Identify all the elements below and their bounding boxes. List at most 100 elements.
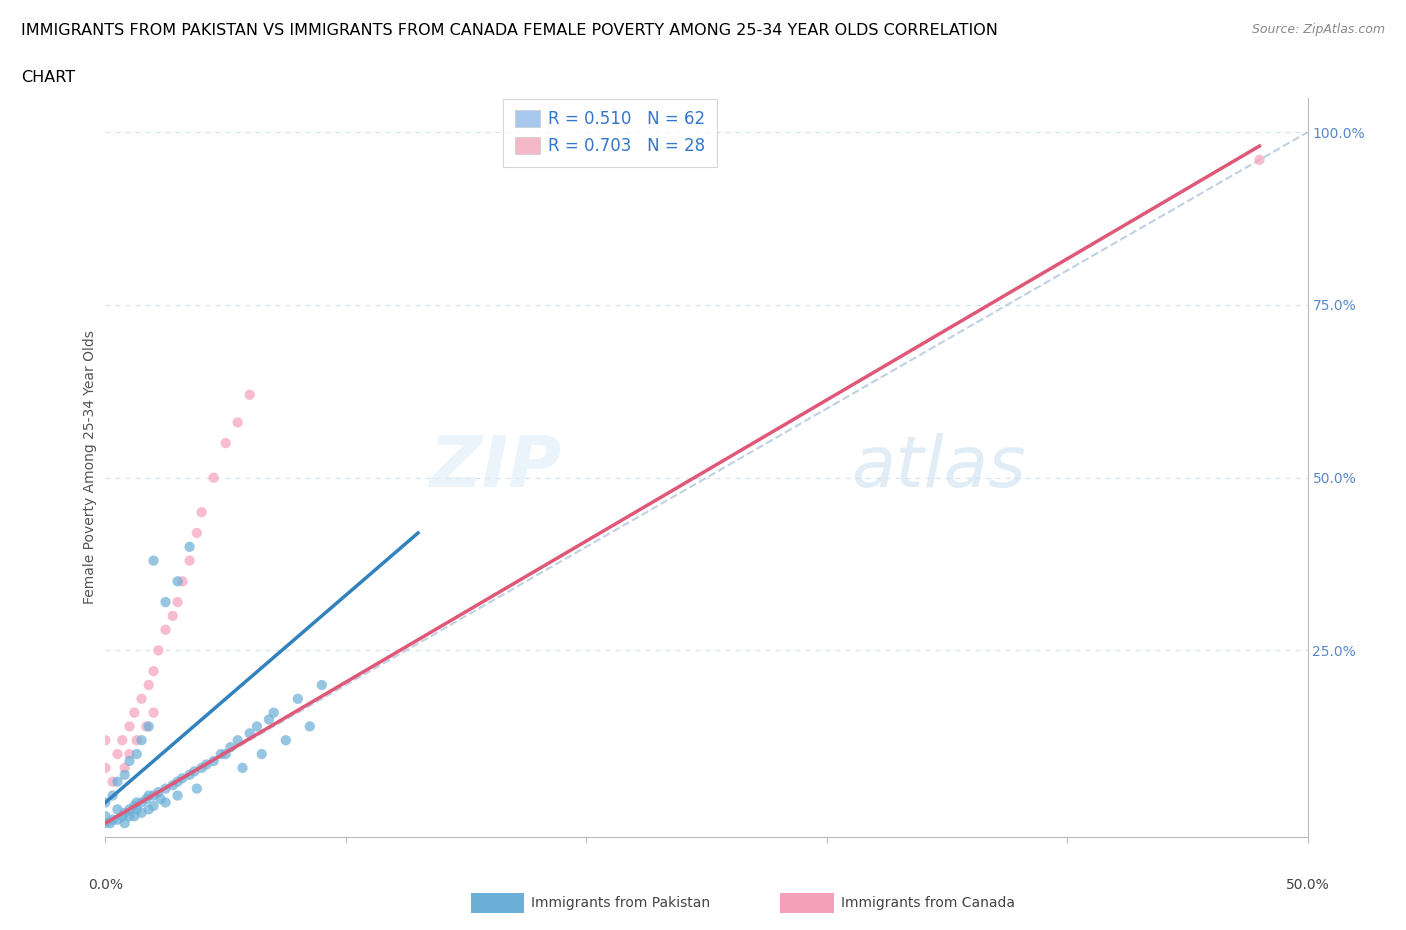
Point <box>214 747 236 762</box>
Point <box>125 802 148 817</box>
Point <box>148 643 170 658</box>
Text: Source: ZipAtlas.com: Source: ZipAtlas.com <box>1251 23 1385 36</box>
Point <box>1249 153 1271 167</box>
Point <box>186 525 208 540</box>
Point <box>107 812 129 827</box>
Point <box>226 415 249 430</box>
Point <box>107 775 129 790</box>
Point <box>142 553 165 568</box>
Point <box>94 809 117 824</box>
Point <box>257 712 280 727</box>
Point <box>131 795 153 810</box>
Point <box>179 767 201 782</box>
Point <box>298 719 321 734</box>
Point <box>166 775 188 790</box>
Point <box>155 781 177 796</box>
Point <box>214 435 236 450</box>
Point <box>101 812 124 827</box>
Point <box>124 809 146 824</box>
Point <box>131 733 153 748</box>
Point <box>166 788 188 803</box>
Point <box>239 387 262 402</box>
Point <box>135 791 157 806</box>
Point <box>125 747 148 762</box>
Point <box>155 594 177 609</box>
Point <box>166 594 188 609</box>
Point <box>98 816 121 830</box>
Point <box>118 802 141 817</box>
Text: Immigrants from Canada: Immigrants from Canada <box>841 896 1015 910</box>
Point <box>179 539 201 554</box>
Point <box>142 664 165 679</box>
Point <box>155 795 177 810</box>
Point <box>138 719 160 734</box>
Text: ZIP: ZIP <box>430 432 562 502</box>
Point <box>131 691 153 706</box>
Point <box>125 733 148 748</box>
Point <box>101 788 124 803</box>
Text: 0.0%: 0.0% <box>89 878 122 892</box>
Point <box>226 733 249 748</box>
Point <box>118 753 141 768</box>
Text: CHART: CHART <box>21 70 75 85</box>
Point <box>190 761 212 776</box>
Point <box>142 788 165 803</box>
Point <box>149 791 172 806</box>
Text: IMMIGRANTS FROM PAKISTAN VS IMMIGRANTS FROM CANADA FEMALE POVERTY AMONG 25-34 YE: IMMIGRANTS FROM PAKISTAN VS IMMIGRANTS F… <box>21 23 998 38</box>
Point <box>311 678 333 693</box>
Point <box>114 767 136 782</box>
Point <box>209 747 232 762</box>
Text: atlas: atlas <box>851 432 1025 502</box>
Point <box>239 726 262 741</box>
Point <box>124 799 146 814</box>
Point <box>118 809 141 824</box>
Point <box>148 785 170 800</box>
Point <box>101 775 124 790</box>
Point <box>138 678 160 693</box>
Point <box>111 733 134 748</box>
Point <box>94 795 117 810</box>
Point <box>118 747 141 762</box>
Point <box>138 788 160 803</box>
Point <box>114 805 136 820</box>
Point <box>131 805 153 820</box>
Point <box>111 809 134 824</box>
Point <box>118 719 141 734</box>
Point <box>172 574 194 589</box>
Point <box>94 733 117 748</box>
Point <box>124 705 146 720</box>
Point <box>231 761 253 776</box>
Point <box>250 747 273 762</box>
Point <box>190 505 212 520</box>
Text: Immigrants from Pakistan: Immigrants from Pakistan <box>531 896 710 910</box>
Point <box>107 747 129 762</box>
Point <box>114 761 136 776</box>
Point <box>287 691 309 706</box>
Point <box>94 816 117 830</box>
Point <box>183 764 205 778</box>
Point <box>125 795 148 810</box>
Point <box>263 705 285 720</box>
Point <box>186 781 208 796</box>
Point <box>114 816 136 830</box>
Point <box>246 719 269 734</box>
Point <box>202 471 225 485</box>
Point <box>166 574 188 589</box>
Point <box>179 553 201 568</box>
Point <box>219 739 242 754</box>
Text: 50.0%: 50.0% <box>1285 878 1330 892</box>
Point <box>142 799 165 814</box>
Point <box>202 753 225 768</box>
Point <box>172 771 194 786</box>
Point <box>274 733 297 748</box>
Point <box>142 705 165 720</box>
Y-axis label: Female Poverty Among 25-34 Year Olds: Female Poverty Among 25-34 Year Olds <box>83 330 97 604</box>
Point <box>94 761 117 776</box>
Point <box>162 777 184 792</box>
Point <box>195 757 218 772</box>
Point <box>155 622 177 637</box>
Point <box>138 802 160 817</box>
Legend: R = 0.510   N = 62, R = 0.703   N = 28: R = 0.510 N = 62, R = 0.703 N = 28 <box>503 99 717 166</box>
Point <box>135 719 157 734</box>
Point <box>107 802 129 817</box>
